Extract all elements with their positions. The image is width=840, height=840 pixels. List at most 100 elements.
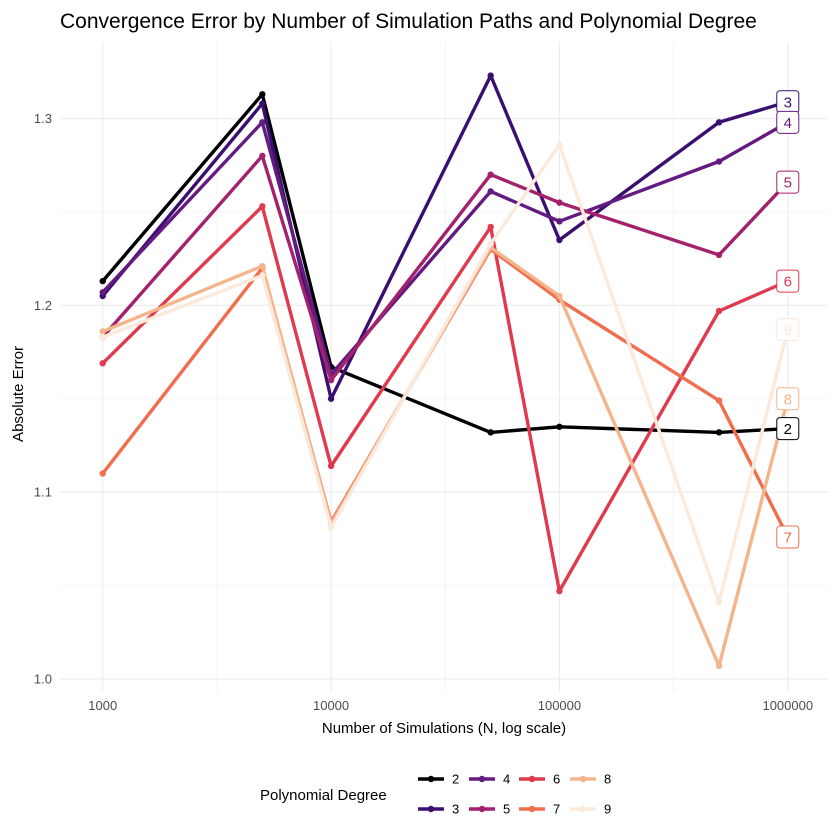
data-point — [259, 203, 266, 210]
data-point — [556, 292, 563, 300]
data-point — [556, 141, 563, 148]
legend-key-point — [528, 775, 536, 783]
legend-label: 5 — [503, 802, 510, 817]
legend: Polynomial Degree 2 3 4 5 6 7 8 9 — [260, 772, 611, 817]
legend-item: 8 — [570, 772, 611, 787]
end-label: 5 — [776, 170, 800, 194]
legend-item: 3 — [418, 802, 459, 817]
end-label-box — [776, 387, 800, 411]
data-point — [487, 240, 494, 247]
end-label-text: 8 — [784, 391, 792, 408]
legend-item: 5 — [469, 802, 510, 817]
legend-label: 9 — [604, 802, 611, 817]
end-label-text: 6 — [784, 274, 792, 291]
data-point — [99, 360, 106, 367]
end-label-box — [776, 318, 800, 342]
end-label-text: 4 — [784, 115, 792, 132]
end-label: 6 — [776, 269, 800, 293]
data-point — [715, 119, 723, 126]
x-tick-label: 1000000 — [762, 698, 813, 713]
data-point — [556, 199, 563, 206]
data-point — [259, 119, 266, 126]
legend-item: 4 — [469, 772, 510, 787]
legend-item: 7 — [519, 802, 560, 817]
data-point — [259, 152, 266, 160]
end-label-box — [776, 170, 800, 194]
data-point — [715, 662, 723, 670]
end-labels: 2 3 4 5 6 7 8 9 — [776, 90, 800, 549]
data-point — [715, 397, 723, 404]
x-axis-ticks: 1000 10000 100000 1000000 — [88, 698, 813, 713]
data-point — [99, 328, 106, 335]
data-point — [556, 218, 563, 225]
data-point — [487, 188, 494, 195]
legend-key-point — [478, 805, 486, 813]
legend-title: Polynomial Degree — [260, 787, 387, 804]
chart-title: Convergence Error by Number of Simulatio… — [60, 10, 757, 33]
data-point — [715, 158, 723, 165]
end-label-text: 5 — [784, 175, 792, 192]
data-point — [327, 395, 335, 402]
data-point — [715, 599, 723, 606]
legend-key-point — [427, 805, 435, 813]
end-label: 7 — [776, 525, 800, 549]
data-point — [259, 262, 266, 270]
x-tick-label: 10000 — [313, 698, 349, 713]
legend-item: 2 — [418, 772, 459, 787]
data-point — [715, 429, 723, 436]
data-point — [327, 376, 335, 384]
legend-label: 3 — [452, 802, 459, 817]
data-point — [487, 171, 494, 178]
x-axis-title: Number of Simulations (N, log scale) — [322, 720, 566, 737]
x-tick-label: 100000 — [538, 698, 581, 713]
data-point — [259, 272, 266, 279]
legend-label: 6 — [553, 772, 560, 787]
end-label-text: 7 — [784, 529, 792, 546]
data-point — [715, 251, 723, 259]
legend-key-point — [528, 805, 536, 813]
data-point — [487, 223, 494, 231]
data-point — [99, 289, 106, 296]
data-point — [327, 462, 335, 470]
end-label-box — [776, 269, 800, 293]
end-label-box — [776, 525, 800, 549]
end-label-text: 2 — [784, 421, 792, 438]
legend-label: 2 — [452, 772, 459, 787]
data-point — [259, 100, 266, 107]
y-tick-label: 1.2 — [34, 298, 52, 313]
end-label-text: 9 — [784, 322, 792, 339]
legend-label: 8 — [604, 772, 611, 787]
end-label: 8 — [776, 387, 800, 411]
legend-key-point — [478, 775, 486, 783]
data-point — [99, 333, 106, 341]
series-lines — [99, 72, 791, 670]
legend-item: 6 — [519, 772, 560, 787]
end-label-text: 3 — [784, 94, 792, 111]
y-axis-ticks: 1.0 1.1 1.2 1.3 — [34, 111, 52, 686]
end-label: 4 — [776, 110, 800, 134]
end-label: 2 — [776, 417, 800, 441]
x-tick-label: 1000 — [88, 698, 117, 713]
legend-label: 4 — [503, 772, 510, 787]
end-label-box — [776, 417, 800, 441]
grid-lines — [60, 42, 828, 692]
legend-key-point — [579, 805, 587, 813]
data-point — [556, 587, 563, 595]
data-point — [556, 423, 563, 430]
end-label-box — [776, 110, 800, 134]
data-point — [99, 277, 106, 285]
data-point — [715, 307, 723, 315]
legend-label: 7 — [553, 802, 560, 817]
end-label: 9 — [776, 318, 800, 342]
data-point — [327, 524, 335, 531]
legend-key-point — [427, 775, 435, 783]
y-tick-label: 1.3 — [34, 111, 52, 126]
data-point — [487, 429, 494, 436]
y-tick-label: 1.0 — [34, 671, 52, 686]
series-9 — [99, 141, 791, 606]
data-point — [487, 72, 494, 79]
legend-key-point — [579, 775, 587, 783]
legend-item: 9 — [570, 802, 611, 817]
data-point — [259, 91, 266, 98]
